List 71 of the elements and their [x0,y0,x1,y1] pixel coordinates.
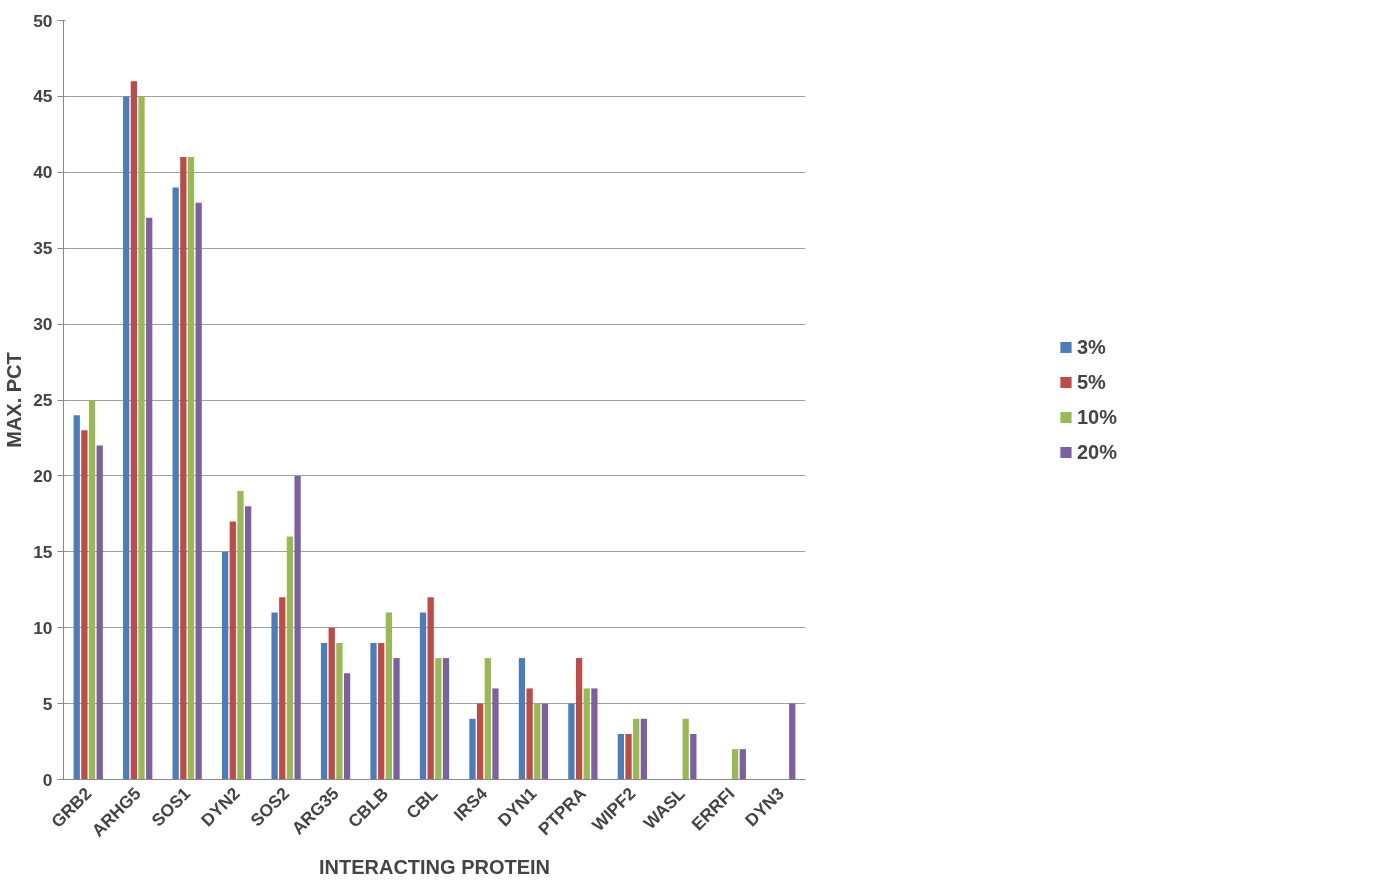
y-tick-label: 5 [42,693,53,714]
bar [625,733,632,780]
bar [81,430,88,780]
bar [541,703,549,780]
bar [328,627,335,780]
y-tick-label: 30 [33,314,53,335]
bar [320,642,328,780]
bar [442,658,450,780]
bar [526,688,533,780]
y-tick-label: 15 [33,541,53,562]
bar [172,187,179,780]
bar [739,749,746,780]
y-tick-label: 20 [33,465,53,486]
bar [583,688,590,780]
bar [244,506,252,780]
bar [484,658,491,780]
legend-label: 5% [1076,370,1106,394]
legend-label: 3% [1076,335,1106,359]
bar [640,718,648,780]
bar [682,718,689,780]
bar [633,718,640,780]
y-tick-label: 25 [33,390,53,410]
bar [336,642,343,780]
bar [393,658,400,780]
bar [195,202,202,780]
bar [789,703,796,780]
bar [271,612,278,780]
y-tick-label: 50 [33,10,53,31]
bar [617,733,625,780]
legend-label: 10% [1076,405,1118,429]
bar [591,688,598,780]
y-tick-label: 40 [33,162,53,183]
bar [138,96,145,780]
bar [96,445,103,780]
legend-label: 20% [1076,440,1118,464]
y-tick-label: 0 [42,769,53,790]
bar [690,733,697,780]
bar [731,749,739,780]
x-axis-title: INTERACTING PROTEIN [318,855,551,878]
bar [123,96,130,780]
bar [146,217,153,780]
bar [469,718,476,780]
bar [88,400,96,780]
bar [237,491,244,780]
bar [427,597,434,780]
bar [229,521,236,780]
x-tick-label: CBL [402,783,442,823]
bar [435,658,442,780]
bar [492,688,499,780]
y-axis-title: MAX. PCT [3,352,26,448]
bar [518,658,526,780]
y-tick-label: 45 [33,86,53,107]
bar [286,536,294,780]
bar [130,81,138,780]
bar [476,703,484,780]
bar [385,612,393,780]
y-tick-label: 10 [33,617,53,638]
bar [294,475,301,780]
y-tick-label: 35 [33,238,53,259]
bar [568,703,575,780]
bar [534,703,541,780]
bar [575,658,583,780]
bar [187,157,195,780]
bar [221,551,229,780]
bar [279,597,286,780]
bar [73,415,80,780]
bar [180,157,187,780]
bar [343,673,351,780]
bar [378,642,385,780]
bar [419,612,427,780]
bar [370,642,377,780]
